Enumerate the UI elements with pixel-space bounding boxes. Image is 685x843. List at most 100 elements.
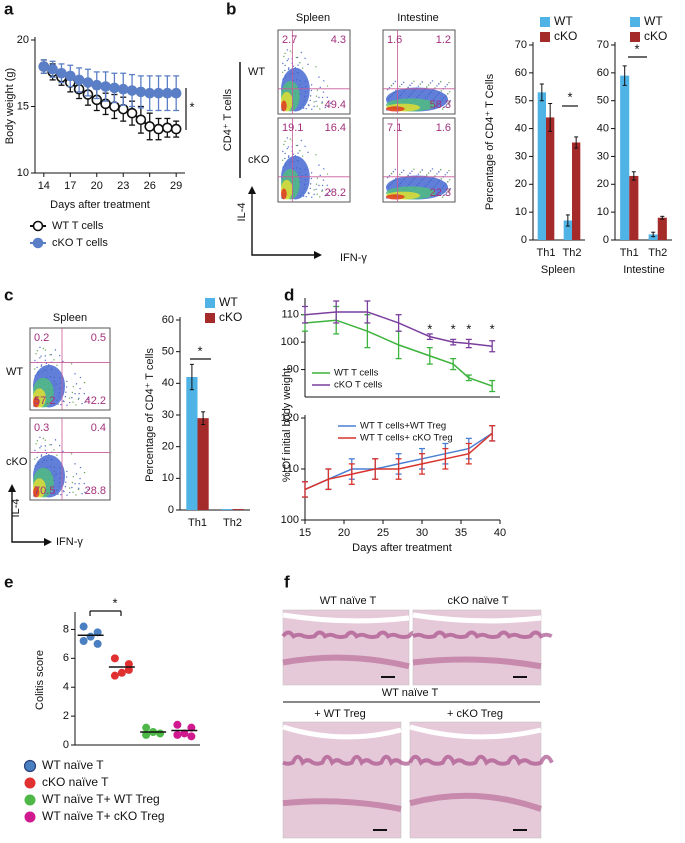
cell-dot [65,386,68,388]
cell-dot [79,387,81,390]
cell-dot [35,443,37,445]
quadrant-value: 7.1 [387,122,402,134]
legend-swatch [540,32,550,42]
y-axis-label: % Of initial body weight [281,368,293,482]
cell-dot [316,193,318,195]
y-tick-label: 10 [515,206,527,218]
cell-dot [440,90,443,92]
cell-dot [386,177,389,179]
x-tick-label: 20 [91,180,103,192]
cell-dot [58,444,61,447]
legend-marker [32,220,44,232]
point [110,671,119,680]
cell-dot [62,450,64,453]
cell-dot [300,51,303,54]
cell-dot [284,152,286,155]
cell-dot [83,482,85,485]
point [100,81,111,92]
point [124,665,133,674]
cell-dot [307,151,309,154]
cell-dot [321,96,324,99]
group-label: WT naïve T [382,687,439,699]
legend-label: WT T cells+ cKO Treg [360,433,453,444]
point [170,123,182,135]
quadrant-value: 1.6 [387,34,402,46]
cell-dot [436,173,438,175]
cell-dot [425,174,428,176]
point [93,628,102,637]
cell-dot [421,169,423,171]
cell-dot [78,397,80,400]
cell-dot [63,490,65,493]
cell-dot [283,55,285,58]
x-axis-label: Spleen [541,264,575,276]
cell-dot [72,475,75,478]
y-tick-label: 50 [597,95,609,107]
cell-dot [50,353,52,356]
annotation: * [567,89,572,104]
cell-dot [292,153,294,155]
image-label: WT naïve T [320,595,377,607]
cell-dot [75,494,77,496]
legend-marker [24,794,36,806]
density [386,106,405,112]
x-axis-label: IFN-γ [340,252,367,264]
cell-dot [310,89,313,92]
quadrant-value: 2.7 [282,34,297,46]
legend-label: cKO [554,29,577,43]
cell-dot [284,157,286,160]
y-tick-label: 30 [515,150,527,162]
cell-dot [35,353,37,355]
cell-dot [307,63,309,66]
cell-dot [443,106,446,108]
cell-dot [284,69,286,72]
y-tick-label: 10 [17,167,29,179]
cell-dot [300,139,303,142]
point [117,103,129,115]
y-tick-label: 4 [63,681,69,693]
cell-dot [72,401,74,403]
density [281,100,287,112]
quadrant-value: 49.4 [325,99,346,111]
cell-dot [327,105,329,107]
tissue-band [412,656,542,670]
image-label: cKO naïve T [448,595,509,607]
cell-dot [40,355,42,357]
cell-dot [315,100,317,103]
cell-dot [445,192,448,194]
annotation: * [112,595,117,610]
cell-dot [66,404,68,406]
point [173,720,182,729]
cell-dot [315,95,318,97]
cell-dot [63,400,65,403]
y-tick-label: 0 [521,234,527,246]
cell-dot [284,140,286,143]
cell-dot [305,195,307,198]
cell-dot [287,68,290,70]
cell-dot [434,87,436,89]
quadrant-value: 28.8 [85,485,106,497]
y-tick-label: 40 [597,122,609,134]
cell-dot [40,455,43,457]
cell-dot [446,172,448,174]
y-tick-label: 10 [162,472,174,484]
bar [232,509,244,510]
cell-dot [449,100,452,102]
point [86,632,95,641]
cell-dot [44,355,47,357]
point [144,87,156,99]
y-tick-label: 0 [168,504,174,516]
y-tick-label: 90 [287,363,299,375]
cell-dot [438,171,440,173]
cell-dot [318,96,320,99]
cell-dot [42,437,45,440]
y-tick-label: 10 [597,206,609,218]
cell-dot [70,363,73,365]
cell-dot [301,67,304,69]
cell-dot [440,81,442,83]
cell-dot [36,440,39,442]
cell-dot [83,392,85,395]
x-tick-label: Th2 [223,517,242,529]
axis-arrow [251,190,318,256]
